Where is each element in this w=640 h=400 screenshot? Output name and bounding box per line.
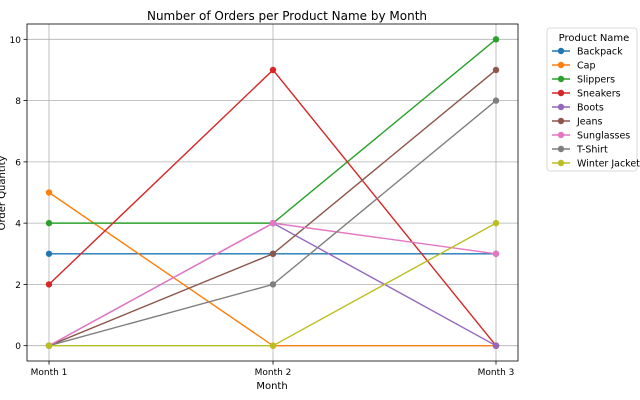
series-line <box>48 69 497 347</box>
legend-entry: Jeans <box>576 117 602 128</box>
legend-entry: Cap <box>577 61 596 72</box>
data-point <box>269 281 277 288</box>
data-point <box>269 66 277 74</box>
x-tick-label: Month 1 <box>31 368 68 378</box>
data-point <box>269 219 277 227</box>
data-point <box>45 189 53 196</box>
series-line <box>48 68 497 347</box>
grid-lines <box>27 24 518 361</box>
axis-ticks: 0 2 4 6 8 10 Month 1 Month 2 Month 3 <box>10 36 515 378</box>
plot-frame <box>26 23 519 362</box>
data-point <box>492 342 500 349</box>
data-point <box>492 97 500 104</box>
legend-swatch-marker <box>557 47 565 55</box>
legend-swatch-marker <box>557 117 565 125</box>
data-point <box>45 342 53 349</box>
legend-swatch-marker <box>557 131 565 139</box>
legend: Product Name Backpack Cap Slippers Sneakers… <box>546 27 640 172</box>
legend-entry: Backpack <box>577 47 623 58</box>
y-tick-label: 0 <box>15 342 21 352</box>
x-tick-label: Month 3 <box>478 368 515 378</box>
legend-swatch-marker <box>557 61 565 69</box>
series-group <box>45 36 500 349</box>
legend-swatch-marker <box>557 103 565 111</box>
y-tick-label: 8 <box>15 97 21 107</box>
data-point <box>45 250 53 257</box>
legend-entry: Slippers <box>577 75 615 86</box>
data-point <box>492 219 500 227</box>
series-line <box>48 191 496 347</box>
data-point <box>269 250 277 257</box>
y-tick-label: 6 <box>15 158 21 168</box>
data-point <box>45 281 53 288</box>
legend-entry: Winter Jacket <box>577 159 640 170</box>
legend-entry: Sunglasses <box>577 131 630 142</box>
legend-entry: Boots <box>577 103 604 114</box>
data-point <box>492 66 500 74</box>
data-point <box>492 250 500 257</box>
chart-title: Number of Orders per Product Name by Mon… <box>147 9 427 23</box>
data-point <box>45 219 53 227</box>
legend-entry: T-Shirt <box>576 145 608 156</box>
data-point <box>492 36 500 43</box>
y-axis-label: Order Quantity <box>0 156 8 231</box>
legend-swatch-marker <box>557 89 565 97</box>
legend-swatch-marker <box>557 75 565 83</box>
legend-entry: Sneakers <box>577 89 621 100</box>
y-tick-label: 2 <box>15 281 21 291</box>
legend-swatch-marker <box>557 159 565 167</box>
x-axis-label: Month <box>256 381 287 392</box>
data-point <box>269 342 277 349</box>
legend-swatch-marker <box>557 145 565 153</box>
y-tick-label: 10 <box>10 36 22 46</box>
legend-title: Product Name <box>559 33 630 44</box>
y-tick-label: 4 <box>15 220 21 230</box>
x-tick-label: Month 2 <box>255 368 292 378</box>
